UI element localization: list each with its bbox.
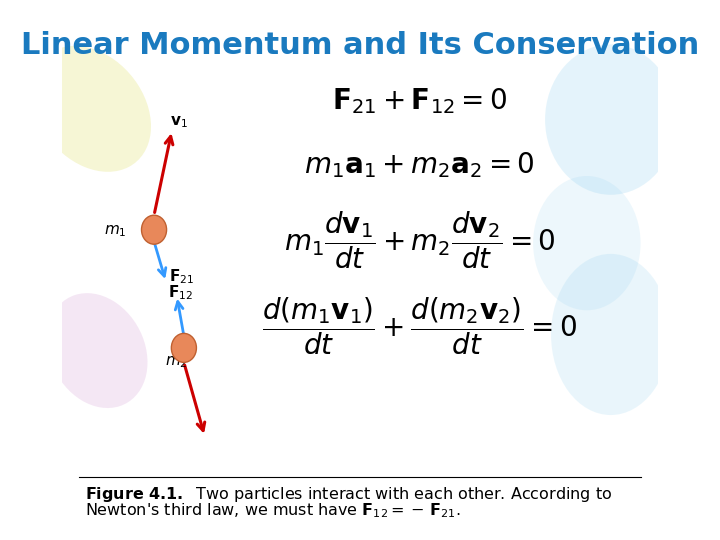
Text: $m_1$: $m_1$ bbox=[104, 224, 127, 239]
Text: $\mathbf{Figure\ 4.1.}$  Two particles interact with each other. According to: $\mathbf{Figure\ 4.1.}$ Two particles in… bbox=[86, 485, 613, 504]
Ellipse shape bbox=[142, 215, 166, 244]
Ellipse shape bbox=[32, 46, 151, 172]
Ellipse shape bbox=[47, 293, 148, 408]
Text: Linear Momentum and Its Conservation: Linear Momentum and Its Conservation bbox=[21, 31, 699, 60]
Ellipse shape bbox=[545, 44, 676, 195]
Ellipse shape bbox=[551, 254, 670, 415]
Text: $m_1 \dfrac{d\mathbf{v}_1}{dt} + m_2 \dfrac{d\mathbf{v}_2}{dt} = 0$: $m_1 \dfrac{d\mathbf{v}_1}{dt} + m_2 \df… bbox=[284, 210, 556, 271]
Text: Newton's third law, we must have $\mathbf{F}_{12} = -\,\mathbf{F}_{21}$.: Newton's third law, we must have $\mathb… bbox=[86, 501, 461, 520]
Ellipse shape bbox=[171, 333, 197, 362]
Text: $\mathbf{F}_{12}$: $\mathbf{F}_{12}$ bbox=[168, 283, 193, 302]
Text: $\mathbf{F}_{21}$: $\mathbf{F}_{21}$ bbox=[169, 267, 194, 286]
Text: $\mathbf{v}_1$: $\mathbf{v}_1$ bbox=[170, 114, 188, 130]
Text: $\mathbf{F}_{21} + \mathbf{F}_{12} = 0$: $\mathbf{F}_{21} + \mathbf{F}_{12} = 0$ bbox=[332, 86, 508, 116]
Ellipse shape bbox=[533, 176, 641, 310]
Text: $m_2$: $m_2$ bbox=[165, 355, 187, 370]
Text: $\dfrac{d(m_1\mathbf{v}_1)}{dt} + \dfrac{d(m_2\mathbf{v}_2)}{dt} = 0$: $\dfrac{d(m_1\mathbf{v}_1)}{dt} + \dfrac… bbox=[262, 296, 577, 357]
Text: $m_1\mathbf{a}_1 + m_2\mathbf{a}_2 = 0$: $m_1\mathbf{a}_1 + m_2\mathbf{a}_2 = 0$ bbox=[305, 150, 535, 180]
